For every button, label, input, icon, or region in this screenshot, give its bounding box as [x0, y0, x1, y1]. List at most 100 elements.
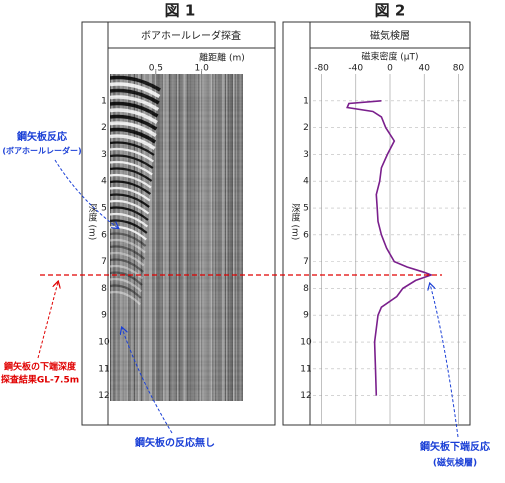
y-tick-label: 11: [300, 364, 311, 374]
y-tick-label: 10: [300, 338, 312, 348]
radar-trace: [112, 74, 114, 401]
arrow: [37, 282, 58, 359]
y-axis-label: 深度 (m): [87, 204, 98, 241]
radar-trace: [237, 74, 239, 401]
radar-trace: [149, 74, 151, 401]
radar-reflection: [110, 180, 152, 195]
radar-trace: [132, 74, 134, 401]
radar-trace: [124, 74, 126, 401]
radar-trace: [118, 74, 120, 401]
radar-trace: [129, 74, 131, 401]
y-tick-label: 2: [303, 123, 309, 133]
radar-trace: [198, 74, 200, 401]
y-tick-label: 9: [303, 311, 309, 321]
radar-trace: [150, 74, 152, 401]
radar-reflection: [110, 88, 160, 105]
radar-trace: [178, 74, 180, 401]
radar-trace: [208, 74, 210, 401]
radar-reflection: [110, 251, 145, 267]
annotations: 鋼矢板反応 (ボアホールレーダー) 鋼矢板の下端深度 探査結果GL-7.5m 鋼…: [1, 130, 490, 469]
radargram-image: [110, 74, 243, 401]
radar-trace: [119, 74, 121, 401]
radar-trace: [140, 74, 142, 401]
radar-trace: [156, 74, 158, 401]
radar-trace: [199, 74, 201, 401]
radar-trace: [175, 74, 177, 401]
radar-trace: [241, 74, 243, 401]
panel-1: 図 1 ボアホールレーダ探査 離距離 (m) 深度 (m) 1234567891…: [81, 2, 276, 426]
radar-trace: [206, 74, 208, 401]
y-tick-label: 3: [101, 150, 107, 160]
x-tick-label: -80: [314, 64, 329, 74]
radar-trace: [189, 74, 191, 401]
radar-trace: [181, 74, 183, 401]
radar-reflection: [110, 147, 155, 163]
figure-label: 図 1: [165, 2, 196, 20]
radar-trace: [194, 74, 196, 401]
radar-trace: [212, 74, 214, 401]
radar-reflection: [110, 284, 142, 299]
radar-trace: [220, 74, 222, 401]
y-tick-label: 1: [101, 96, 107, 106]
radar-trace: [222, 74, 224, 401]
radar-reflection: [110, 206, 149, 221]
panel-title: 磁気検層: [370, 29, 410, 42]
radar-trace: [213, 74, 215, 401]
radar-trace: [195, 74, 197, 401]
radar-trace: [210, 74, 212, 401]
x-axis-label: 磁束密度 (μT): [361, 51, 418, 63]
y-tick-label: 6: [303, 230, 309, 240]
arrow: [122, 328, 173, 434]
arrow: [54, 159, 118, 228]
y-tick-label: 2: [101, 123, 107, 133]
radar-trace: [180, 74, 182, 401]
radar-trace: [223, 74, 225, 401]
radar-reflection: [110, 134, 156, 150]
x-tick-label: 40: [418, 64, 430, 74]
radar-trace: [131, 74, 133, 401]
radar-trace: [160, 74, 162, 401]
radar-reflection: [110, 277, 143, 293]
y-tick-label: 12: [300, 391, 311, 401]
annotation: (ボアホールレーダー): [2, 146, 81, 156]
radar-trace: [117, 74, 119, 401]
radar-reflection: [110, 114, 158, 131]
radar-reflection: [110, 173, 152, 189]
radar-trace: [153, 74, 155, 401]
radar-trace: [122, 74, 124, 401]
radar-trace: [236, 74, 238, 401]
radar-trace: [166, 74, 168, 401]
radar-trace: [226, 74, 228, 401]
radar-trace: [227, 74, 229, 401]
radar-trace: [171, 74, 173, 401]
radar-trace: [135, 74, 137, 401]
radar-reflection: [110, 258, 144, 273]
radar-trace: [234, 74, 236, 401]
radar-trace: [121, 74, 123, 401]
radar-trace: [168, 74, 170, 401]
y-tick-label: 4: [101, 177, 107, 187]
radar-trace: [139, 74, 141, 401]
radar-trace: [203, 74, 205, 401]
y-tick-label: 12: [98, 391, 109, 401]
radar-reflection: [110, 271, 143, 286]
x-tick-label: 0: [387, 64, 393, 74]
radar-trace: [184, 74, 186, 401]
annotation: 探査結果GL-7.5m: [1, 374, 79, 386]
y-tick-label: 1: [303, 96, 309, 106]
annotation: 鋼矢板下端反応: [419, 440, 490, 453]
radar-reflection: [110, 232, 147, 247]
radar-trace: [196, 74, 198, 401]
x-tick-label: 80: [453, 64, 465, 74]
panel-2: 図 2 磁気検層 磁束密度 (μT) 深度 (m) 12345678910111…: [282, 2, 471, 426]
y-tick-label: 7: [303, 257, 309, 267]
radar-trace: [216, 74, 218, 401]
radar-trace: [128, 74, 130, 401]
radar-reflection: [110, 245, 146, 260]
radar-trace: [219, 74, 221, 401]
radar-trace: [187, 74, 189, 401]
radar-reflection: [110, 95, 160, 111]
panel-frame: [81, 21, 276, 426]
y-tick-label: 10: [98, 338, 110, 348]
